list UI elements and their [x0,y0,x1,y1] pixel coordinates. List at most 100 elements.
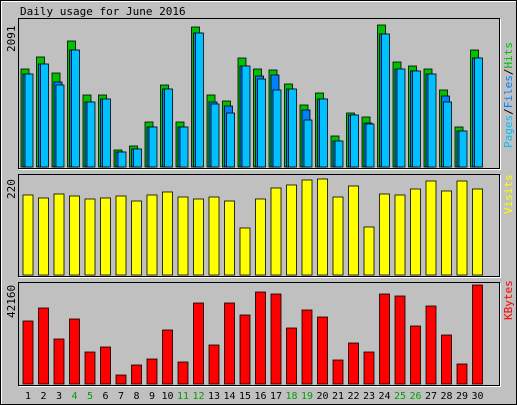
pages-bar [40,63,49,168]
pages-bar [148,126,158,168]
day-label: 12 [192,391,204,402]
kbytes-bar [348,342,359,385]
kbytes-bar [208,344,220,385]
pages-bar [241,65,251,168]
day-label: 2 [40,391,46,402]
visits-axis-label: Visits [502,174,515,214]
day-label: 22 [347,391,359,402]
kbytes-bar [224,302,235,385]
pages-bar [474,57,483,168]
day-label: 15 [239,391,251,402]
kbytes-bar [53,338,65,385]
pages-bar [257,78,266,168]
pages-bar [24,73,34,168]
visits-bar [177,196,189,276]
visits-panel: 220 Visits [5,174,515,278]
pages-bar [71,49,80,168]
pages-files-hits-axis-label: Pages/Files/Hits [502,42,515,148]
chart-title: Daily usage for June 2016 [20,5,186,18]
visits-bar [332,196,344,276]
hits-files-pages-bars [20,24,483,168]
visits-bar [146,194,158,276]
day-label: 28 [440,391,452,402]
pages-bar [334,140,344,168]
kbytes-max-label: 42160 [5,285,18,318]
axis-label-part: / [502,108,515,115]
visits-bar [239,227,251,276]
kbytes-axis-label: KBytes [502,280,515,320]
kbytes-bar [146,358,158,385]
visits-bar [472,188,483,276]
visits-bar [317,178,328,276]
visits-bar [131,200,142,276]
pages-bar [381,33,390,168]
day-label: 8 [133,391,139,402]
pages-bar [412,70,421,168]
day-label: 18 [285,391,297,402]
kbytes-bar [456,363,468,385]
kbytes-bars [22,284,483,385]
pages-bar [86,101,96,168]
kbytes-bar [22,320,34,385]
visits-bar [38,197,49,276]
day-label: 26 [409,391,421,402]
day-label: 6 [102,391,108,402]
day-label: 24 [378,391,390,402]
pages-bar [102,98,111,168]
day-label: 3 [56,391,62,402]
pages-bar [288,88,297,168]
kbytes-bar [317,316,328,385]
day-label: 13 [208,391,220,402]
visits-bar [270,187,282,276]
day-label: 1 [25,391,31,402]
visits-bar [84,198,96,276]
axis-label-part: Pages [502,115,515,148]
day-label: 29 [456,391,468,402]
day-label: 5 [87,391,93,402]
kbytes-bar [193,302,204,385]
pages-bar [350,114,359,168]
visits-bar [348,185,359,276]
axis-label-part: / [502,69,515,76]
pages-bar [133,148,142,168]
day-label: 25 [394,391,406,402]
axis-label-part: KBytes [502,280,515,320]
kbytes-bar [239,314,251,385]
visits-bars [22,178,483,276]
pages-bar [396,68,406,168]
kbytes-bar [131,364,142,385]
day-label: 21 [332,391,344,402]
pages-bar [365,123,375,168]
pages-bar [164,88,173,168]
visits-bar [193,198,204,276]
pages-bar [427,73,437,168]
axis-label-part: Visits [502,174,515,214]
kbytes-bar [100,346,111,385]
day-label: 16 [254,391,266,402]
kbytes-bar [301,309,313,385]
visits-bar [441,190,452,276]
kbytes-bar [425,305,437,385]
visits-bar [255,198,266,276]
day-label: 20 [316,391,328,402]
visits-bar [162,191,173,276]
pages-bar [303,119,313,168]
pages-bar [272,89,282,168]
pages-bar [179,126,189,168]
day-label: 11 [177,391,189,402]
visits-bar [100,197,111,276]
kbytes-bar [177,361,189,385]
day-label: 23 [363,391,375,402]
pages-bar [55,84,65,168]
visits-bar [286,184,297,276]
pages-bar [458,130,468,168]
visits-bar [363,226,375,276]
day-label: 19 [301,391,313,402]
visits-bar [69,195,80,276]
kbytes-bar [84,351,96,385]
kbytes-bar [38,307,49,385]
pages-bar [226,112,235,168]
pages-bar [117,151,127,168]
kbytes-bar [441,334,452,385]
